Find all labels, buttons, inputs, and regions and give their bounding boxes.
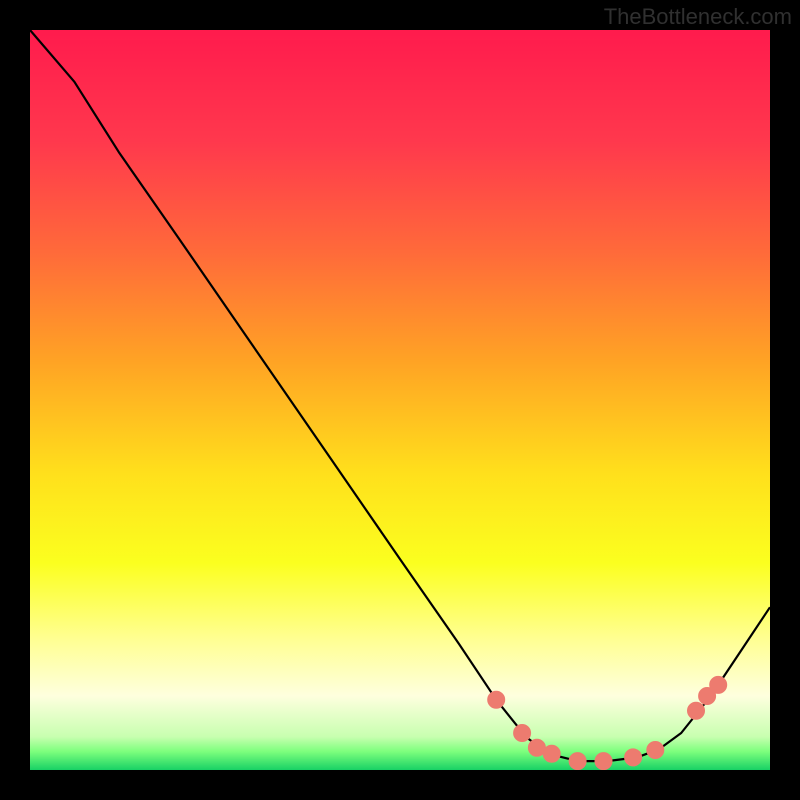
curve-marker: [647, 742, 664, 759]
plot-svg: [30, 30, 770, 770]
gradient-background: [30, 30, 770, 770]
curve-marker: [595, 753, 612, 770]
attribution-text: TheBottleneck.com: [604, 4, 792, 30]
curve-marker: [514, 725, 531, 742]
curve-marker: [625, 749, 642, 766]
plot-area: [30, 30, 770, 770]
chart-container: TheBottleneck.com: [0, 0, 800, 800]
curve-marker: [488, 691, 505, 708]
curve-marker: [710, 676, 727, 693]
curve-marker: [688, 702, 705, 719]
curve-marker: [569, 753, 586, 770]
curve-marker: [543, 745, 560, 762]
